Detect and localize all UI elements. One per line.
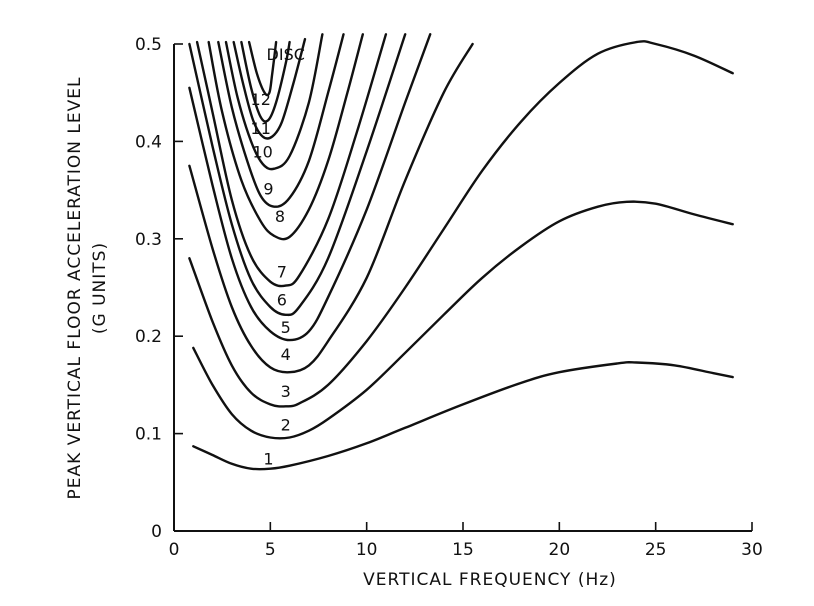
curve-label-3: 3 bbox=[281, 382, 291, 401]
x-tick-label: 25 bbox=[645, 540, 667, 560]
curves bbox=[188, 33, 734, 471]
curve-label-9: 9 bbox=[263, 180, 273, 199]
curve-disc bbox=[247, 40, 278, 97]
curve-label-disc: DISC bbox=[267, 45, 305, 64]
curve-label-5: 5 bbox=[281, 318, 291, 337]
curve-3 bbox=[188, 40, 734, 408]
y-tick-label: 0 bbox=[151, 522, 162, 542]
x-tick-label: 0 bbox=[169, 540, 180, 560]
x-axis-title: VERTICAL FREQUENCY (Hz) bbox=[363, 570, 617, 590]
curve-4 bbox=[188, 42, 474, 374]
curve-11 bbox=[232, 37, 307, 140]
x-tick-label: 15 bbox=[452, 540, 474, 560]
curve-label-12: 12 bbox=[251, 90, 271, 109]
x-tick-label: 10 bbox=[356, 540, 378, 560]
y-tick-label: 0.3 bbox=[135, 230, 162, 250]
curve-8 bbox=[207, 33, 364, 241]
curve-label-2: 2 bbox=[281, 415, 291, 434]
curve-label-6: 6 bbox=[277, 291, 287, 310]
x-tick-label: 30 bbox=[741, 540, 763, 560]
x-tick-label: 20 bbox=[549, 540, 571, 560]
curve-label-4: 4 bbox=[281, 345, 291, 364]
curve-7 bbox=[195, 33, 388, 288]
y-tick-label: 0.2 bbox=[135, 327, 162, 347]
y-axis-title-line1: PEAK VERTICAL FLOOR ACCELERATION LEVEL bbox=[65, 77, 85, 500]
curve-label-1: 1 bbox=[263, 449, 273, 468]
curve-label-10: 10 bbox=[252, 143, 272, 162]
curve-5 bbox=[188, 33, 432, 342]
y-ticks: 0 0.1 0.2 0.3 0.4 0.5 bbox=[135, 35, 183, 542]
curve-label-8: 8 bbox=[275, 207, 285, 226]
y-tick-label: 0.5 bbox=[135, 35, 162, 55]
x-tick-label: 5 bbox=[265, 540, 276, 560]
curve-10 bbox=[224, 33, 324, 171]
curve-label-11: 11 bbox=[251, 119, 271, 138]
curve-6 bbox=[188, 33, 407, 317]
curve-9 bbox=[217, 33, 345, 208]
x-ticks: 0 5 10 15 20 25 30 bbox=[169, 522, 763, 560]
curve-12 bbox=[240, 40, 291, 123]
curve-1 bbox=[192, 361, 734, 471]
curve-label-7: 7 bbox=[277, 262, 287, 281]
y-axis-title-line2: (G UNITS) bbox=[90, 242, 110, 334]
curve-2 bbox=[192, 200, 734, 440]
y-tick-label: 0.1 bbox=[135, 425, 162, 445]
y-tick-label: 0.4 bbox=[135, 132, 162, 152]
